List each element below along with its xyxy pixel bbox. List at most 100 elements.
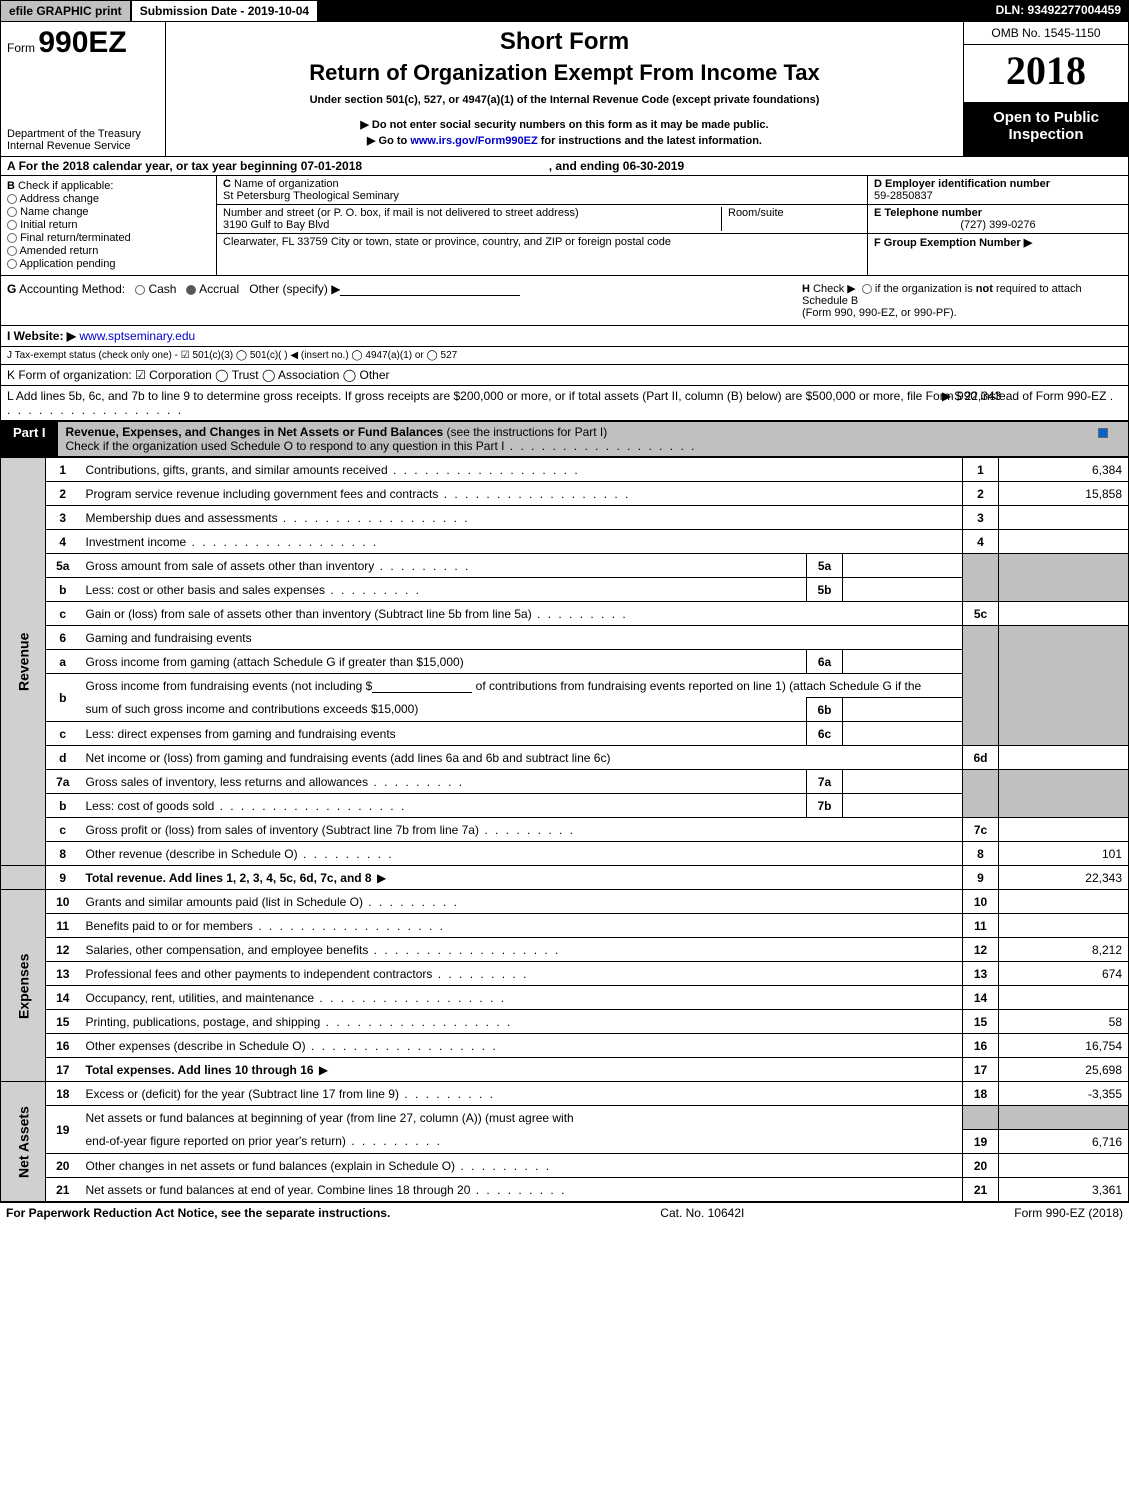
line-1-num: 1: [46, 458, 80, 482]
line-5a-sub: 5a: [807, 554, 843, 578]
instr-goto: ▶ Go to www.irs.gov/Form990EZ for instru…: [176, 134, 953, 147]
line-7b-sub: 7b: [807, 794, 843, 818]
line-10-num: 10: [46, 890, 80, 914]
line-18-box: 18: [963, 1082, 999, 1106]
col-c-org: C Name of organization St Petersburg The…: [216, 176, 868, 275]
line-12-box: 12: [963, 938, 999, 962]
line-16-num: 16: [46, 1034, 80, 1058]
line-15-num: 15: [46, 1010, 80, 1034]
line-15-box: 15: [963, 1010, 999, 1034]
form-header: Form 990EZ Department of the Treasury In…: [0, 22, 1129, 157]
line-9-value: 22,343: [999, 866, 1129, 890]
part-1-header: Part I Revenue, Expenses, and Changes in…: [0, 421, 1129, 457]
irs-link[interactable]: www.irs.gov/Form990EZ: [410, 135, 537, 147]
line-6d-num: d: [46, 746, 80, 770]
line-17-box: 17: [963, 1058, 999, 1082]
line-14-value: [999, 986, 1129, 1010]
line-11-num: 11: [46, 914, 80, 938]
dept-irs: Internal Revenue Service: [7, 140, 159, 152]
side-expenses: Expenses: [1, 890, 46, 1082]
phone-value: (727) 399-0276: [874, 219, 1122, 231]
line-5c-box: 5c: [963, 602, 999, 626]
line-21-box: 21: [963, 1178, 999, 1202]
line-5a-num: 5a: [46, 554, 80, 578]
line-10-box: 10: [963, 890, 999, 914]
omb-number: OMB No. 1545-1150: [964, 22, 1128, 45]
line-6a-sub: 6a: [807, 650, 843, 674]
radio-sched-b[interactable]: [862, 284, 872, 294]
line-18-num: 18: [46, 1082, 80, 1106]
line-12-num: 12: [46, 938, 80, 962]
line-17-num: 17: [46, 1058, 80, 1082]
line-20-value: [999, 1154, 1129, 1178]
line-19-value: 6,716: [999, 1130, 1129, 1154]
submission-date: Submission Date - 2019-10-04: [131, 0, 318, 22]
form-code: 990EZ: [38, 26, 126, 59]
page-footer: For Paperwork Reduction Act Notice, see …: [0, 1202, 1129, 1223]
schedule-o-checkbox[interactable]: [1098, 428, 1108, 438]
line-1-box: 1: [963, 458, 999, 482]
org-street: 3190 Gulf to Bay Blvd: [223, 219, 329, 231]
line-4-value: [999, 530, 1129, 554]
footer-form-ref: Form 990-EZ (2018): [1014, 1206, 1123, 1220]
line-2-box: 2: [963, 482, 999, 506]
line-7b-num: b: [46, 794, 80, 818]
line-3-num: 3: [46, 506, 80, 530]
line-11-value: [999, 914, 1129, 938]
footer-cat-no: Cat. No. 10642I: [660, 1206, 744, 1220]
line-6a-num: a: [46, 650, 80, 674]
phone-label: E Telephone number: [874, 207, 982, 219]
row-k-org-form: K Form of organization: ☑ Corporation ◯ …: [0, 365, 1129, 386]
check-pending[interactable]: Application pending: [7, 258, 210, 270]
line-2-value: 15,858: [999, 482, 1129, 506]
ein-label: D Employer identification number: [874, 178, 1050, 190]
line-12-value: 8,212: [999, 938, 1129, 962]
line-5c-num: c: [46, 602, 80, 626]
line-9-num: 9: [46, 866, 80, 890]
group-exemption-label: F Group Exemption Number ▶: [874, 237, 1032, 249]
footer-paperwork: For Paperwork Reduction Act Notice, see …: [6, 1206, 390, 1220]
open-to-public: Open to Public Inspection: [964, 103, 1128, 156]
line-14-box: 14: [963, 986, 999, 1010]
line-17-value: 25,698: [999, 1058, 1129, 1082]
check-address-change[interactable]: Address change: [7, 193, 210, 205]
return-title: Return of Organization Exempt From Incom…: [176, 60, 953, 86]
line-7a-sub: 7a: [807, 770, 843, 794]
side-net-assets: Net Assets: [1, 1082, 46, 1202]
line-6-num: 6: [46, 626, 80, 650]
line-7c-num: c: [46, 818, 80, 842]
check-name-change[interactable]: Name change: [7, 206, 210, 218]
line-21-value: 3,361: [999, 1178, 1129, 1202]
efile-print-button[interactable]: efile GRAPHIC print: [0, 0, 131, 22]
line-4-num: 4: [46, 530, 80, 554]
line-7a-num: 7a: [46, 770, 80, 794]
side-revenue: Revenue: [1, 458, 46, 866]
org-city: Clearwater, FL 33759 City or town, state…: [217, 234, 867, 250]
radio-accrual[interactable]: [186, 285, 196, 295]
check-final-return[interactable]: Final return/terminated: [7, 232, 210, 244]
line-7c-value: [999, 818, 1129, 842]
line-16-value: 16,754: [999, 1034, 1129, 1058]
line-19-num: 19: [46, 1106, 80, 1154]
instr-ssn: ▶ Do not enter social security numbers o…: [176, 118, 953, 131]
line-13-num: 13: [46, 962, 80, 986]
row-l-gross-receipts: L Add lines 5b, 6c, and 7b to line 9 to …: [0, 386, 1129, 421]
tax-year: 2018: [964, 45, 1128, 103]
check-initial-return[interactable]: Initial return: [7, 219, 210, 231]
check-amended[interactable]: Amended return: [7, 245, 210, 257]
line-3-box: 3: [963, 506, 999, 530]
radio-cash[interactable]: [135, 285, 145, 295]
block-bcdef: B Check if applicable: Address change Na…: [0, 176, 1129, 276]
line-6b-num: b: [46, 674, 80, 722]
line-2-num: 2: [46, 482, 80, 506]
org-name: St Petersburg Theological Seminary: [223, 190, 399, 202]
line-6c-sub: 6c: [807, 722, 843, 746]
line-20-num: 20: [46, 1154, 80, 1178]
line-8-box: 8: [963, 842, 999, 866]
dept-treasury: Department of the Treasury: [7, 128, 159, 140]
line-6d-box: 6d: [963, 746, 999, 770]
room-suite-label: Room/suite: [721, 207, 861, 231]
website-link[interactable]: www.sptseminary.edu: [79, 329, 195, 343]
line-4-box: 4: [963, 530, 999, 554]
line-13-value: 674: [999, 962, 1129, 986]
